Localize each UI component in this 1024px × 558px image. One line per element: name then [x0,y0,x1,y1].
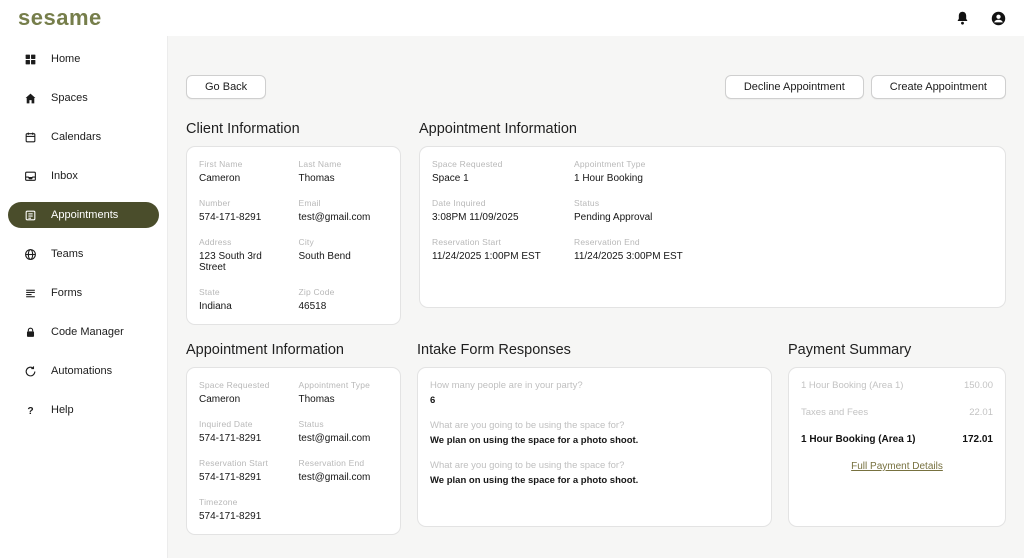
sidebar-item-automations[interactable]: Automations [8,358,159,384]
field: First Name Cameron [199,159,243,184]
field: Number 574-171-8291 [199,198,262,223]
calendar-icon [23,130,37,144]
field: Inquired Date 574-171-8291 [199,419,262,444]
intake-question: What are you going to be using the space… [430,460,625,471]
appointment-information-2-card: Space Requested Cameron Appointment Type… [186,367,401,535]
sidebar-item-code-manager[interactable]: Code Manager [8,319,159,345]
client-information-fields: First Name Cameron Last Name Thomas Numb… [199,159,388,312]
sesame-logo: sesame [18,5,102,30]
sidebar-item-spaces[interactable]: Spaces [8,85,159,111]
row-2: Appointment Information Space Requested … [186,342,1006,535]
intake-response: What are you going to be using the space… [430,420,759,446]
field: Email test@gmail.com [298,198,371,223]
field: Appointment Type 1 Hour Booking [574,159,646,184]
toolbar: Go Back Decline Appointment Create Appoi… [186,75,1006,99]
intake-response: What are you going to be using the space… [430,460,759,486]
full-payment-details-link[interactable]: Full Payment Details [851,461,943,472]
field: City South Bend [298,237,351,262]
intake-question: How many people are in your party? [430,380,583,391]
field: Date Inquired 3:08PM 11/09/2025 [432,198,519,223]
intake-form-responses-section: Intake Form Responses How many people ar… [417,342,772,535]
field: Space Requested Space 1 [432,159,503,184]
field: Timezone 574-171-8291 [199,497,262,522]
appointment-information-fields: Space Requested Space 1 Appointment Type… [432,159,722,262]
appointment-information-card: Space Requested Space 1 Appointment Type… [419,146,1006,308]
sidebar-item-calendars[interactable]: Calendars [8,124,159,150]
sidebar-nav: Home Spaces Calendars Inbox Appointments [0,46,167,423]
lock-icon [23,325,37,339]
field: Reservation End test@gmail.com [298,458,371,483]
toolbar-right: Decline Appointment Create Appointment [724,75,1006,99]
payment-summary-section: Payment Summary 1 Hour Booking (Area 1) … [788,342,1006,535]
payment-row: Taxes and Fees 22.01 [801,407,993,418]
svg-text:?: ? [27,405,33,416]
intake-answer: We plan on using the space for a photo s… [430,475,639,486]
field: Zip Code 46518 [298,287,335,312]
forms-icon [23,286,37,300]
header-icons [952,8,1008,28]
field: Reservation Start 11/24/2025 1:00PM EST [432,237,541,262]
appointments-icon [23,208,37,222]
intake-form-responses-card: How many people are in your party? 6 Wha… [417,367,772,527]
globe-icon [23,247,37,261]
payment-summary-title: Payment Summary [788,342,912,358]
create-appointment-button[interactable]: Create Appointment [870,75,1006,99]
sidebar-item-help[interactable]: ? Help [8,397,159,423]
field: State Indiana [199,287,232,312]
sidebar: Home Spaces Calendars Inbox Appointments [0,36,168,558]
intake-form-responses-title: Intake Form Responses [417,342,571,358]
sidebar-item-inbox[interactable]: Inbox [8,163,159,189]
field: Address 123 South 3rd Street [199,237,262,273]
main-content: Go Back Decline Appointment Create Appoi… [168,36,1024,558]
help-icon: ? [23,403,37,417]
field: Last Name Thomas [298,159,342,184]
top-header: sesame [0,0,1024,36]
sidebar-item-teams[interactable]: Teams [8,241,159,267]
field: Space Requested Cameron [199,380,270,405]
bell-icon[interactable] [952,8,972,28]
intake-answer: We plan on using the space for a photo s… [430,435,639,446]
appointment-information-2-fields: Space Requested Cameron Appointment Type… [199,380,388,522]
inbox-icon [23,169,37,183]
decline-appointment-button[interactable]: Decline Appointment [724,75,864,99]
payment-row: 1 Hour Booking (Area 1) 172.01 [801,434,993,445]
field: Status test@gmail.com [298,419,371,444]
intake-response: How many people are in your party? 6 [430,380,759,406]
field: Reservation End 11/24/2025 3:00PM EST [574,237,683,262]
intake-question: What are you going to be using the space… [430,420,625,431]
field: Reservation Start 574-171-8291 [199,458,269,483]
sidebar-item-home[interactable]: Home [8,46,159,72]
grid-icon [23,52,37,66]
intake-answer: 6 [430,395,436,406]
appointment-information-title: Appointment Information [419,121,577,137]
appointment-information-section: Appointment Information Space Requested … [419,121,1006,325]
payment-row: 1 Hour Booking (Area 1) 150.00 [801,380,993,391]
home-icon [23,91,37,105]
avatar-icon[interactable] [988,8,1008,28]
appointment-information-2-section: Appointment Information Space Requested … [186,342,401,535]
go-back-button[interactable]: Go Back [186,75,267,99]
sidebar-item-forms[interactable]: Forms [8,280,159,306]
field: Appointment Type Thomas [298,380,371,405]
payment-summary-card: 1 Hour Booking (Area 1) 150.00 Taxes and… [788,367,1006,527]
client-information-section: Client Information First Name Cameron La… [186,121,401,325]
row-1: Client Information First Name Cameron La… [186,121,1006,325]
field: Status Pending Approval [574,198,653,223]
client-information-title: Client Information [186,121,300,137]
sidebar-item-appointments[interactable]: Appointments [8,202,159,228]
payment-rows: 1 Hour Booking (Area 1) 150.00 Taxes and… [801,380,993,445]
automations-icon [23,364,37,378]
appointment-information-2-title: Appointment Information [186,342,344,358]
client-information-card: First Name Cameron Last Name Thomas Numb… [186,146,401,325]
